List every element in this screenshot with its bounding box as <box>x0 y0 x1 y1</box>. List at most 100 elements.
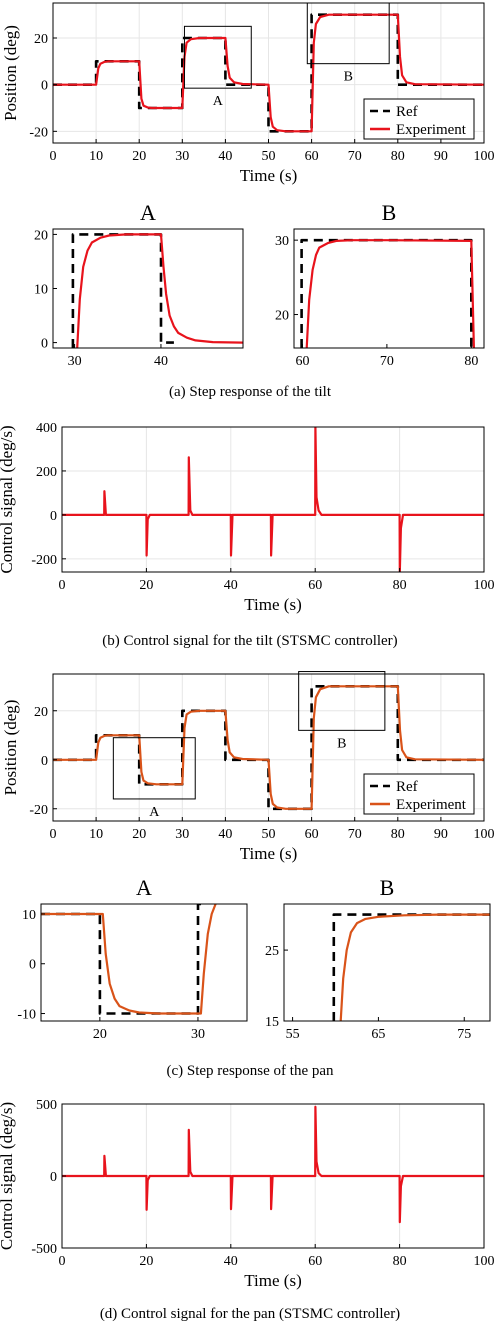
series-group <box>62 1105 484 1224</box>
y-axis-label: Position (deg) <box>1 25 20 121</box>
y-tick-label: 400 <box>36 421 57 436</box>
legend-label: Experiment <box>396 797 467 813</box>
x-tick-label: 0 <box>59 1254 66 1269</box>
x-tick-label: 60 <box>305 149 319 164</box>
x-tick-label: 70 <box>380 354 394 369</box>
series-line-experiment <box>53 13 484 133</box>
caption-a: (a) Step response of the tilt <box>169 384 332 400</box>
x-tick-label: 40 <box>218 149 232 164</box>
y-tick-label: 0 <box>29 958 36 973</box>
x-tick-label: 30 <box>68 354 82 369</box>
series-line-ref <box>332 913 490 1021</box>
x-tick-label: 75 <box>457 1027 471 1042</box>
x-tick-label: 20 <box>93 1027 107 1042</box>
y-tick-label: 10 <box>34 283 48 298</box>
series-line-experiment <box>305 239 475 348</box>
x-tick-label: 50 <box>262 827 276 842</box>
series-line-experiment <box>76 233 243 348</box>
y-tick-label: 15 <box>265 1015 279 1030</box>
zoom-box-label: A <box>213 94 224 109</box>
zoom-title: A <box>136 875 152 900</box>
chart-tilt_zoom_B: 60 70 80 20 30 B <box>275 200 485 369</box>
zoom-box-label: A <box>149 805 160 820</box>
y-tick-label: 0 <box>50 1170 57 1185</box>
y-tick-label: -500 <box>31 1242 57 1257</box>
series-line-control <box>62 427 484 572</box>
legend: Ref Experiment <box>363 773 475 815</box>
zoom-box-label: B <box>344 70 353 85</box>
x-tick-label: 80 <box>391 149 405 164</box>
x-tick-label: 100 <box>474 578 495 593</box>
y-axis-label: Control signal (deg/s) <box>0 425 16 573</box>
x-tick-label: 65 <box>371 1027 385 1042</box>
x-tick-label: 20 <box>132 827 146 842</box>
x-tick-label: 60 <box>308 1254 322 1269</box>
x-tick-label: 70 <box>348 827 362 842</box>
y-tick-label: -10 <box>17 1008 36 1023</box>
x-tick-label: 80 <box>393 1254 407 1269</box>
x-axis-label: Time (s) <box>240 844 297 863</box>
x-tick-label: 100 <box>474 149 495 164</box>
zoom-title: B <box>382 200 397 225</box>
axes-box <box>293 228 485 349</box>
series-line-experiment <box>41 904 217 1015</box>
series-line-ref <box>300 238 473 348</box>
chart-pan_zoom_A: 20 30 -10 0 10 A <box>17 875 248 1042</box>
y-axis-label: Control signal (deg/s) <box>0 1102 16 1250</box>
series-group <box>300 238 475 348</box>
y-tick-label: -20 <box>29 803 48 818</box>
x-tick-label: 100 <box>474 827 495 842</box>
x-tick-label: 20 <box>139 1254 153 1269</box>
x-tick-label: 0 <box>59 578 66 593</box>
y-tick-label: -200 <box>31 553 57 568</box>
y-tick-label: 0 <box>50 509 57 524</box>
axes-box <box>283 903 491 1022</box>
legend-label: Ref <box>396 779 418 795</box>
legend-box <box>363 773 475 815</box>
x-tick-label: 10 <box>89 827 103 842</box>
y-tick-label: 0 <box>41 79 48 94</box>
x-tick-label: 40 <box>218 827 232 842</box>
axes-box <box>40 903 248 1022</box>
x-tick-label: 30 <box>175 149 189 164</box>
x-tick-label: 90 <box>434 149 448 164</box>
x-tick-label: 70 <box>348 149 362 164</box>
y-tick-label: 30 <box>275 234 289 249</box>
series-group <box>71 233 243 348</box>
x-tick-label: 10 <box>89 149 103 164</box>
series-group <box>53 684 484 811</box>
y-tick-label: 0 <box>41 754 48 769</box>
x-tick-label: 0 <box>50 827 57 842</box>
x-tick-label: 60 <box>305 827 319 842</box>
series-line-experiment <box>339 913 490 1021</box>
x-tick-label: 55 <box>286 1027 300 1042</box>
y-tick-label: 20 <box>34 32 48 47</box>
series-group <box>332 913 490 1021</box>
y-tick-label: 20 <box>34 705 48 720</box>
chart-pan_zoom_B: 55 65 75 15 25 B <box>265 875 491 1042</box>
y-tick-label: 25 <box>265 944 279 959</box>
series-line-control <box>62 1105 484 1224</box>
y-tick-label: -20 <box>29 125 48 140</box>
chart-tilt_zoom_A: 30 40 0 10 20 A <box>34 200 244 369</box>
zoom-box-label: B <box>337 736 346 751</box>
y-axis-label: Position (deg) <box>1 700 20 796</box>
x-tick-label: 80 <box>391 827 405 842</box>
axes-box <box>61 426 485 573</box>
zoom-box-b <box>298 671 386 731</box>
series-line-ref <box>41 904 206 1015</box>
x-tick-label: 50 <box>262 149 276 164</box>
caption-d: (d) Control signal for the pan (STSMC co… <box>100 1306 400 1322</box>
zoom-title: A <box>140 200 156 225</box>
x-tick-label: 60 <box>308 578 322 593</box>
x-tick-label: 40 <box>154 354 168 369</box>
x-tick-label: 40 <box>224 578 238 593</box>
y-tick-label: 10 <box>22 908 36 923</box>
zoom-title: B <box>380 875 395 900</box>
x-tick-label: 30 <box>191 1027 205 1042</box>
legend: Ref Experiment <box>363 98 475 140</box>
